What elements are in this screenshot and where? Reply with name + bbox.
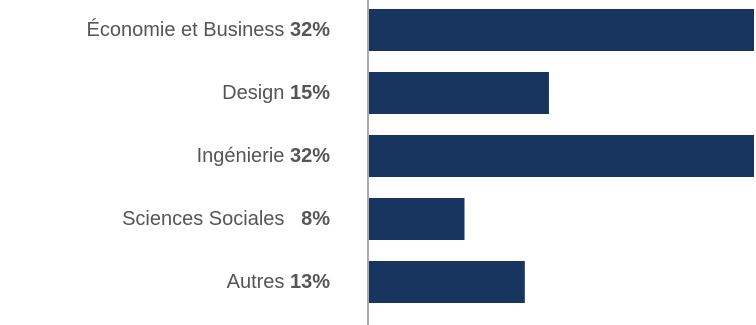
- category-label: Sciences Sociales 8%: [122, 208, 330, 230]
- value-label: 32%: [290, 19, 330, 41]
- category-label: Autres 13%: [227, 271, 331, 293]
- category-name: Sciences Sociales: [122, 208, 290, 230]
- category-label: Ingénierie 32%: [197, 145, 331, 167]
- value-label: 15%: [290, 82, 330, 104]
- category-label: Économie et Business 32%: [87, 18, 331, 41]
- bar: [369, 198, 465, 240]
- bar: [369, 72, 549, 114]
- category-name: Économie et Business: [87, 18, 290, 41]
- bar: [369, 135, 754, 177]
- category-name: Design: [222, 82, 290, 104]
- value-label: 32%: [290, 145, 330, 167]
- category-label: Design 15%: [222, 82, 330, 104]
- value-label: 13%: [290, 271, 330, 293]
- bar: [369, 261, 525, 303]
- value-label: 8%: [290, 208, 330, 230]
- category-name: Autres: [227, 271, 290, 293]
- category-name: Ingénierie: [197, 145, 290, 167]
- bar: [369, 9, 754, 51]
